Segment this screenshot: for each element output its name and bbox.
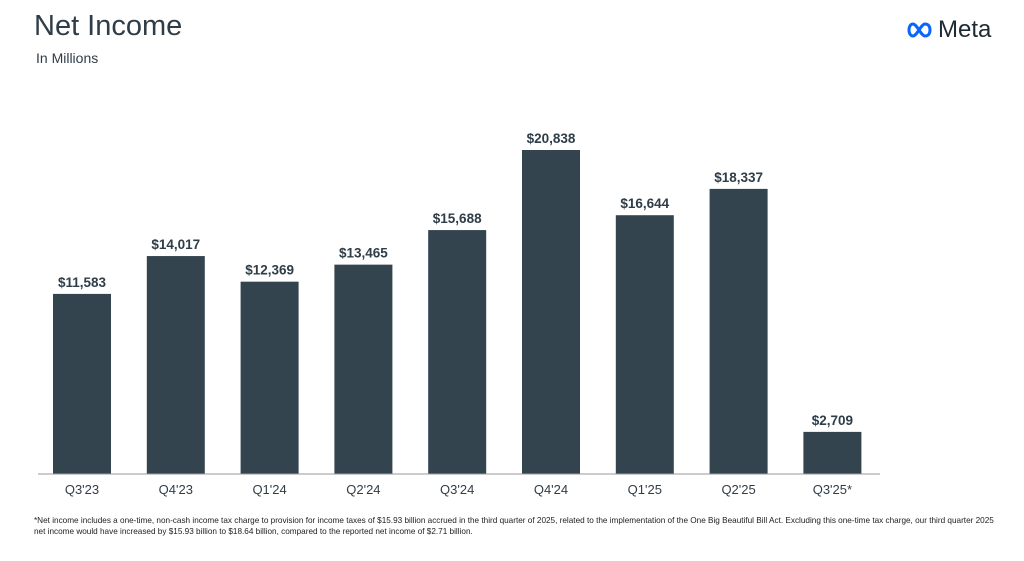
meta-infinity-icon [907,22,932,38]
bar [428,230,487,474]
bar [240,281,299,474]
bar [522,150,580,474]
bar [146,256,205,474]
bar [334,264,393,474]
chart-subtitle: In Millions [36,50,99,66]
data-label: $13,465 [339,246,388,261]
data-label: $20,838 [527,131,576,146]
x-tick-label: Q3'25* [813,482,852,497]
bar [53,293,111,474]
meta-logo-text: Meta [938,16,992,43]
x-tick-label: Q2'25 [721,482,755,497]
bar [709,188,768,474]
data-label: $15,688 [433,211,482,226]
footnote: *Net income includes a one-time, non-cas… [34,516,994,536]
meta-logo: Meta [905,16,991,44]
data-label: $14,017 [151,237,200,252]
data-label: $2,709 [812,413,853,428]
bar [803,431,862,474]
data-label: $11,583 [58,275,107,290]
x-tick-label: Q4'24 [534,482,568,497]
x-tick-label: Q3'23 [65,482,99,497]
x-tick-label: Q3'24 [440,482,474,497]
x-tick-label: Q1'24 [252,482,286,497]
x-tick-label: Q4'23 [159,482,193,497]
chart-title: Net Income [34,10,183,42]
data-label: $16,644 [620,196,669,211]
bar-chart: $11,583 Q3'23 $14,017 Q4'23 $12,369 Q1'24 $13,… [38,131,880,497]
data-label: $12,369 [245,263,294,278]
x-tick-label: Q1'25 [628,482,662,497]
x-tick-label: Q2'24 [346,482,380,497]
bar [615,215,674,474]
data-label: $18,337 [714,170,763,185]
